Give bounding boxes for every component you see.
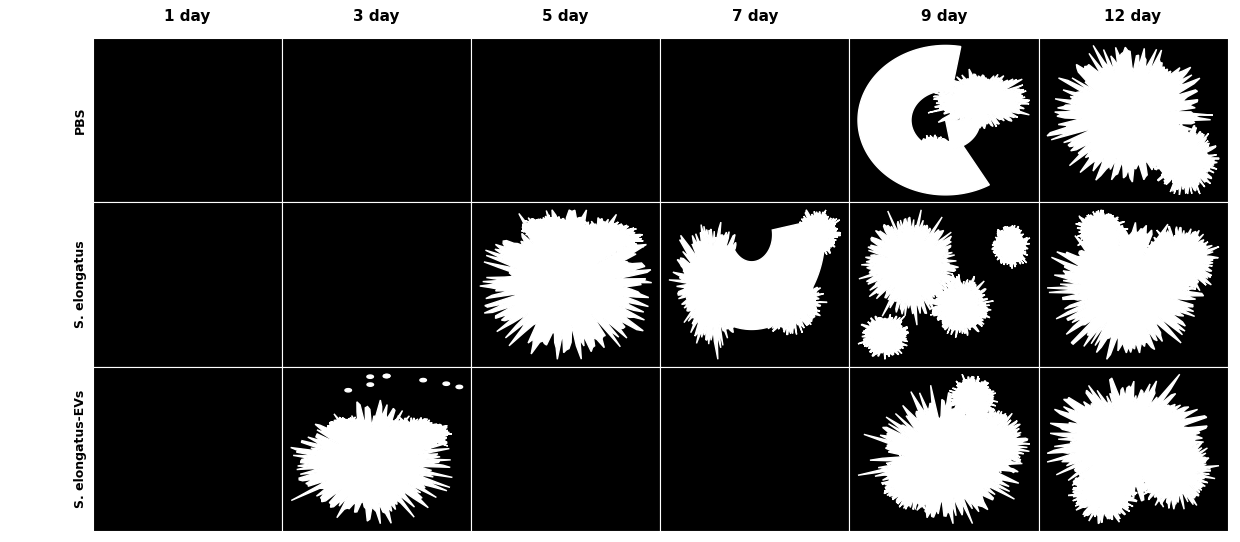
Polygon shape bbox=[443, 382, 450, 385]
Polygon shape bbox=[1068, 457, 1137, 524]
Polygon shape bbox=[760, 269, 827, 334]
Polygon shape bbox=[946, 120, 980, 149]
Polygon shape bbox=[859, 210, 960, 325]
Text: 1 day: 1 day bbox=[165, 9, 211, 24]
Polygon shape bbox=[882, 450, 954, 511]
Text: S. elongatus: S. elongatus bbox=[74, 241, 87, 328]
Polygon shape bbox=[456, 385, 463, 389]
Polygon shape bbox=[1075, 210, 1128, 252]
Polygon shape bbox=[858, 46, 990, 195]
Polygon shape bbox=[1141, 227, 1219, 298]
Polygon shape bbox=[345, 389, 351, 392]
Polygon shape bbox=[947, 374, 998, 421]
Polygon shape bbox=[367, 416, 451, 452]
Polygon shape bbox=[557, 218, 644, 262]
Polygon shape bbox=[1047, 374, 1210, 507]
Polygon shape bbox=[1133, 427, 1219, 509]
Polygon shape bbox=[683, 218, 825, 330]
Text: 5 day: 5 day bbox=[543, 9, 589, 24]
Polygon shape bbox=[858, 314, 909, 359]
Polygon shape bbox=[521, 215, 580, 243]
Text: 9 day: 9 day bbox=[920, 9, 967, 24]
Polygon shape bbox=[367, 375, 373, 378]
Polygon shape bbox=[480, 210, 652, 359]
Text: 12 day: 12 day bbox=[1105, 9, 1162, 24]
Polygon shape bbox=[992, 225, 1030, 269]
Polygon shape bbox=[858, 385, 1022, 524]
Text: S. elongatus-EVs: S. elongatus-EVs bbox=[74, 390, 87, 508]
Polygon shape bbox=[383, 374, 391, 378]
Polygon shape bbox=[383, 375, 389, 378]
Polygon shape bbox=[325, 417, 368, 437]
Polygon shape bbox=[910, 135, 956, 164]
Polygon shape bbox=[928, 69, 1030, 130]
Polygon shape bbox=[1047, 216, 1204, 359]
Polygon shape bbox=[290, 400, 453, 524]
Text: PBS: PBS bbox=[74, 106, 87, 134]
Text: 3 day: 3 day bbox=[353, 9, 399, 24]
Polygon shape bbox=[420, 378, 427, 382]
Polygon shape bbox=[367, 383, 373, 386]
Polygon shape bbox=[939, 406, 1030, 483]
Polygon shape bbox=[668, 222, 749, 359]
Polygon shape bbox=[1152, 123, 1219, 195]
Polygon shape bbox=[930, 274, 993, 338]
Polygon shape bbox=[792, 210, 841, 263]
Polygon shape bbox=[1047, 46, 1213, 182]
Text: 7 day: 7 day bbox=[732, 9, 779, 24]
